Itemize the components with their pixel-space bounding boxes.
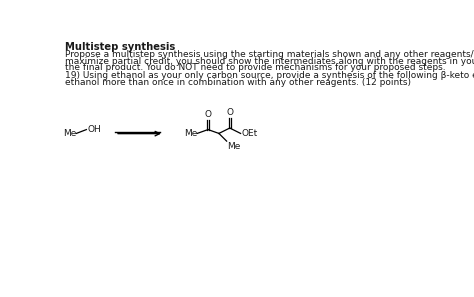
Text: ethanol more than once in combination with any other reagents. (12 points): ethanol more than once in combination wi… (65, 78, 411, 87)
Text: O: O (205, 110, 211, 119)
Text: OEt: OEt (241, 129, 258, 138)
Text: Me: Me (228, 142, 241, 151)
Text: O: O (226, 108, 233, 117)
Text: Me: Me (63, 129, 76, 138)
Text: Me: Me (184, 129, 197, 138)
Text: OH: OH (87, 125, 101, 134)
Text: 19) Using ethanol as your only carbon source, provide a synthesis of the followi: 19) Using ethanol as your only carbon so… (65, 72, 474, 80)
Text: Multistep synthesis: Multistep synthesis (65, 42, 176, 52)
Text: Propose a multistep synthesis using the starting materials shown and any other r: Propose a multistep synthesis using the … (65, 50, 474, 59)
Text: maximize partial credit, you should show the intermediates along with the reagen: maximize partial credit, you should show… (65, 57, 474, 66)
Text: the final product. You do NOT need to provide mechanisms for your proposed steps: the final product. You do NOT need to pr… (65, 63, 446, 72)
